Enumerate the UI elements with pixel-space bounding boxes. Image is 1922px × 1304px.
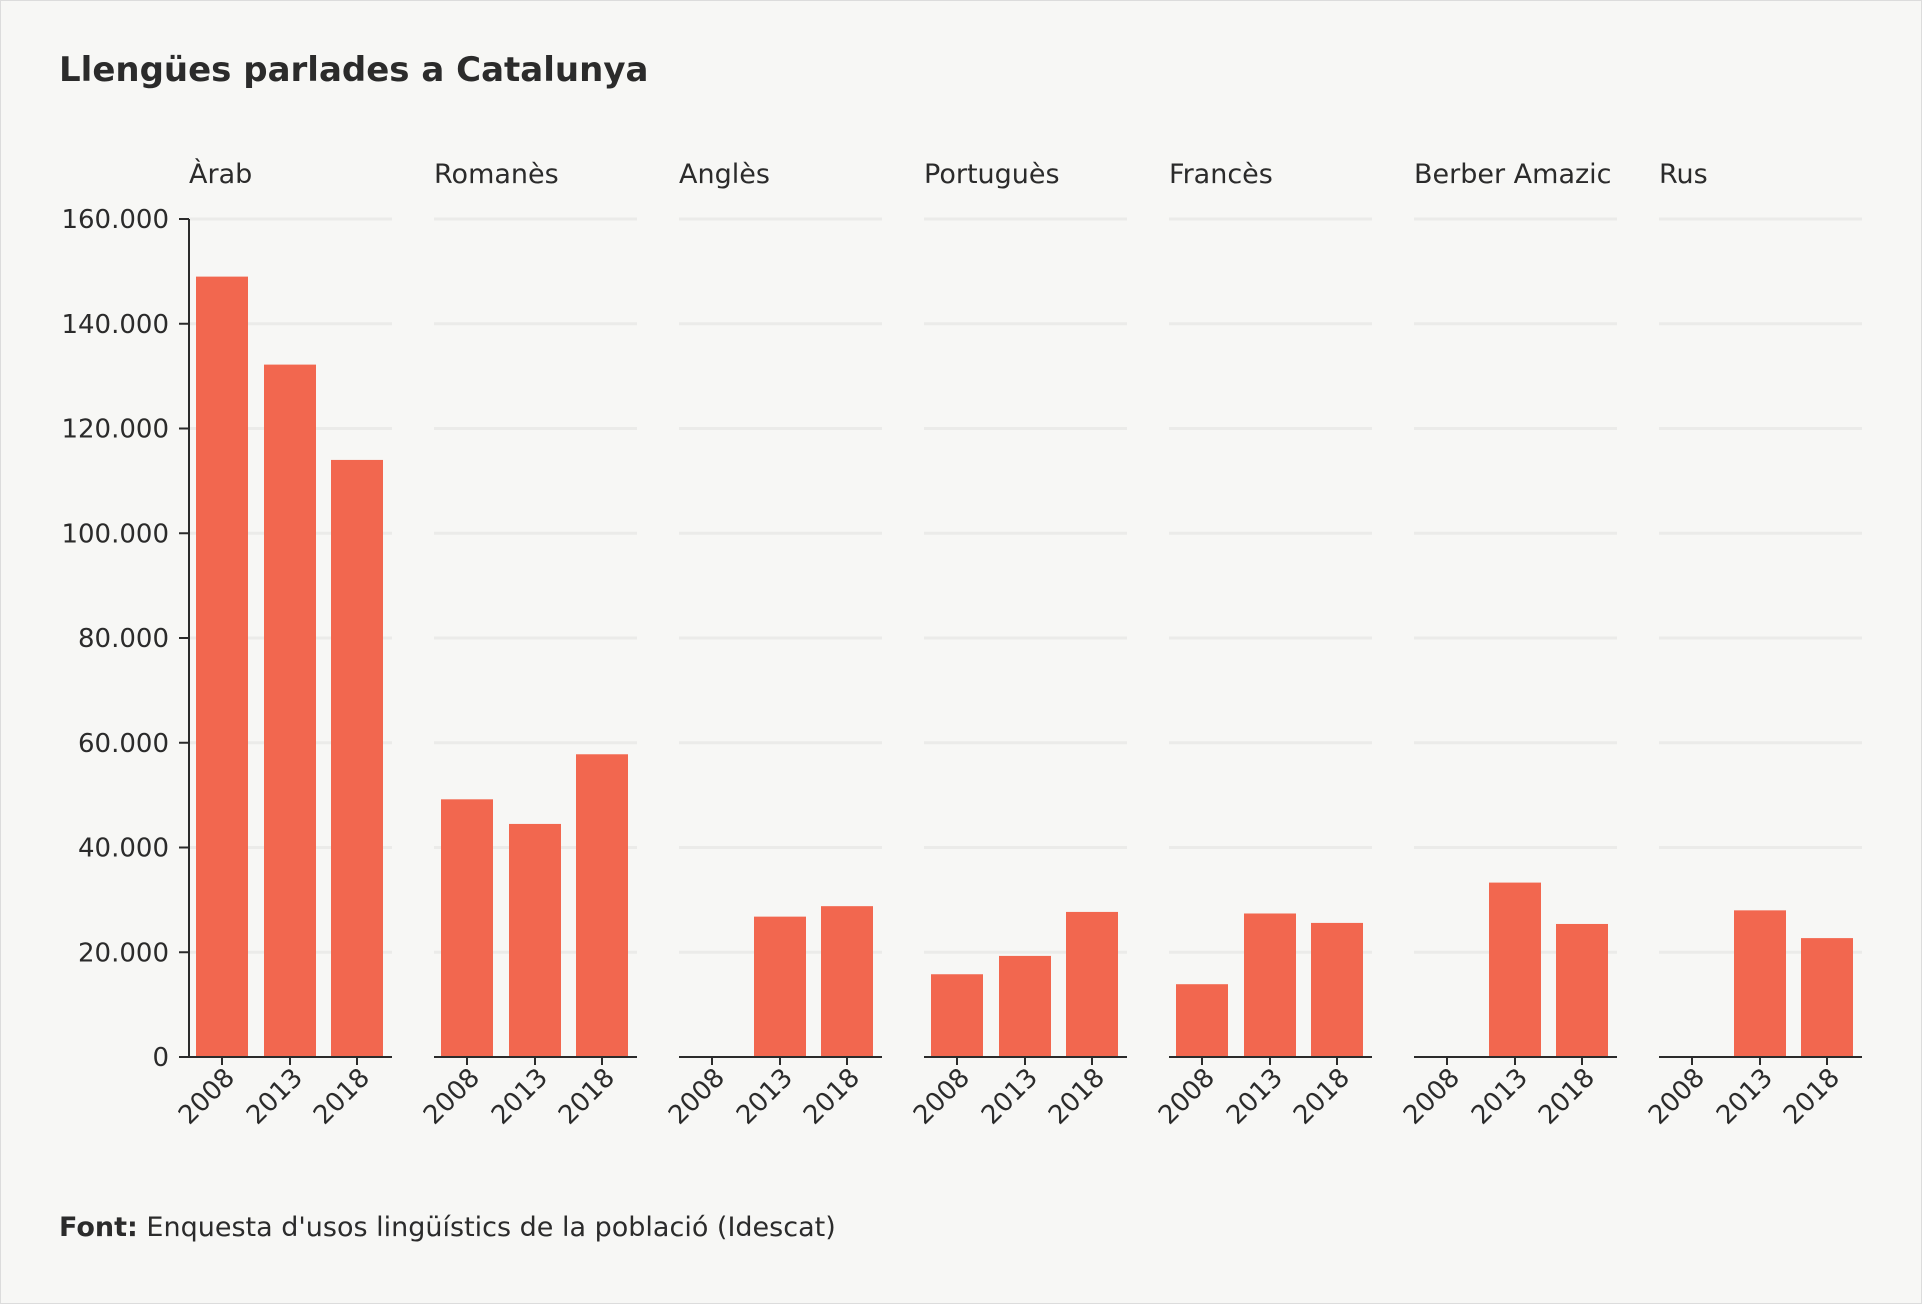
bar — [1311, 922, 1363, 1057]
y-tick-label: 120.000 — [61, 415, 169, 445]
x-tick-label: 2013 — [486, 1063, 554, 1131]
bar — [331, 459, 383, 1057]
bar — [1556, 923, 1608, 1057]
bar — [1244, 913, 1296, 1057]
bar — [999, 955, 1051, 1057]
x-tick-label: 2013 — [241, 1063, 309, 1131]
x-tick-label: 2018 — [1778, 1063, 1846, 1131]
x-tick-label: 2013 — [731, 1063, 799, 1131]
x-tick-label: 2013 — [1711, 1063, 1779, 1131]
x-tick-label: 2013 — [1221, 1063, 1289, 1131]
x-tick-label: 2008 — [1153, 1063, 1221, 1131]
x-tick-label: 2018 — [308, 1063, 376, 1131]
bar — [821, 906, 873, 1057]
chart-title: Llengües parlades a Catalunya — [59, 50, 649, 90]
x-tick-label: 2008 — [418, 1063, 486, 1131]
source-note: Font: Enquesta d'usos lingüístics de la … — [59, 1212, 836, 1243]
facet-label: Francès — [1169, 159, 1273, 190]
bar — [1734, 910, 1786, 1057]
bar — [509, 823, 561, 1057]
x-tick-label: 2008 — [1643, 1063, 1711, 1131]
x-tick-label: 2008 — [908, 1063, 976, 1131]
bar — [441, 799, 493, 1057]
source-label: Font: — [59, 1212, 138, 1243]
bar — [576, 754, 628, 1057]
facet-label: Portuguès — [924, 159, 1060, 190]
y-tick-label: 0 — [152, 1043, 169, 1073]
facet-label: Rus — [1659, 159, 1708, 190]
x-tick-label: 2008 — [1398, 1063, 1466, 1131]
x-tick-label: 2018 — [553, 1063, 621, 1131]
x-tick-label: 2018 — [1288, 1063, 1356, 1131]
facet-label: Romanès — [434, 159, 559, 190]
bar — [1066, 911, 1118, 1057]
y-tick-label: 80.000 — [78, 624, 169, 654]
bar — [754, 916, 806, 1057]
y-tick-label: 60.000 — [78, 729, 169, 759]
y-tick-label: 140.000 — [61, 310, 169, 340]
x-tick-label: 2013 — [976, 1063, 1044, 1131]
y-tick-label: 40.000 — [78, 834, 169, 864]
x-tick-label: 2013 — [1466, 1063, 1534, 1131]
facet-label: Anglès — [679, 159, 770, 190]
y-tick-label: 100.000 — [61, 519, 169, 549]
bar — [264, 364, 316, 1057]
bar — [1801, 938, 1853, 1057]
bar — [1489, 882, 1541, 1057]
x-tick-label: 2008 — [663, 1063, 731, 1131]
bar — [931, 974, 983, 1057]
y-tick-label: 160.000 — [61, 205, 169, 235]
source-text: Enquesta d'usos lingüístics de la poblac… — [146, 1212, 836, 1243]
bar — [196, 276, 248, 1057]
x-tick-label: 2018 — [798, 1063, 866, 1131]
x-tick-label: 2008 — [173, 1063, 241, 1131]
x-tick-label: 2018 — [1043, 1063, 1111, 1131]
x-tick-label: 2018 — [1533, 1063, 1601, 1131]
bar — [1176, 984, 1228, 1057]
facet-label: Àrab — [189, 158, 252, 190]
facet-label: Berber Amazic — [1414, 159, 1612, 190]
y-tick-label: 20.000 — [78, 938, 169, 968]
